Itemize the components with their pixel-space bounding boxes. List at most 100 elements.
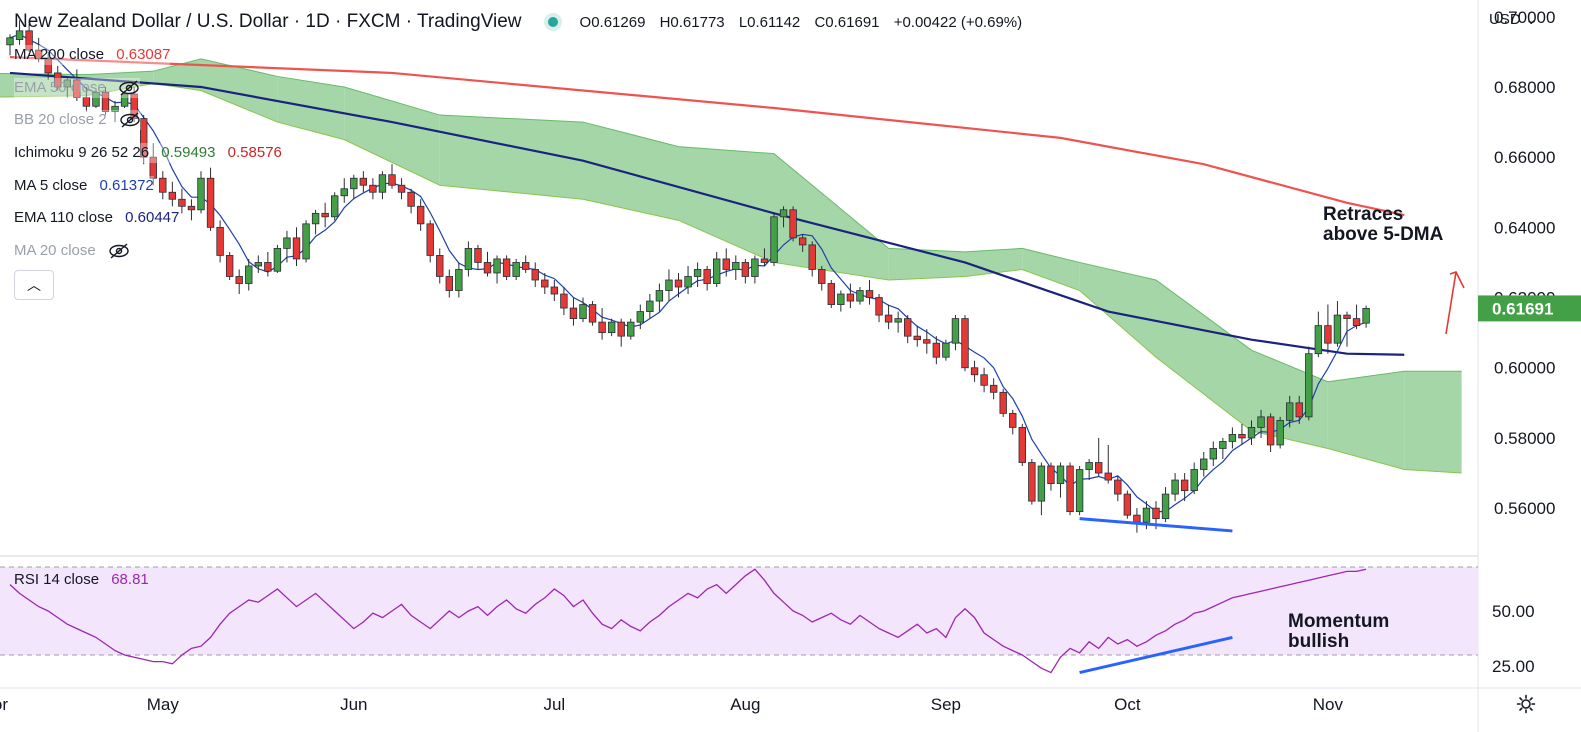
candle-body bbox=[1247, 427, 1256, 439]
candle-body bbox=[1200, 458, 1208, 470]
candle-body bbox=[674, 279, 683, 288]
indicator-legend-ma5[interactable]: MA 5 close 0.61372 bbox=[14, 176, 154, 196]
candle bbox=[646, 294, 654, 319]
candle-body bbox=[1209, 448, 1217, 460]
time-tick-label: May bbox=[147, 695, 180, 714]
indicator-value: 0.59493 bbox=[161, 144, 216, 161]
candle-body bbox=[989, 384, 998, 393]
annotation-line: Retraces bbox=[1323, 204, 1404, 225]
candle-body bbox=[875, 297, 883, 316]
candle bbox=[579, 297, 587, 323]
indicator-legend-ichimoku[interactable]: Ichimoku 9 26 52 26 0.59493 0.58576 bbox=[14, 143, 282, 163]
rsi-value: 68.81 bbox=[111, 571, 149, 588]
indicator-name: MA 200 close bbox=[14, 46, 105, 63]
gear-icon[interactable] bbox=[1516, 694, 1536, 714]
candle-body bbox=[1180, 479, 1189, 491]
candle-body bbox=[512, 262, 520, 277]
candle bbox=[350, 174, 358, 200]
candle-body bbox=[1324, 325, 1332, 344]
currency-selector[interactable]: USD ⌄ bbox=[1489, 10, 1537, 28]
indicator-legend-ma20[interactable]: MA 20 close bbox=[14, 241, 130, 261]
candle bbox=[149, 143, 157, 186]
indicator-legend-ma200[interactable]: MA 200 close 0.63087 bbox=[14, 45, 171, 65]
candle bbox=[1085, 458, 1093, 481]
candle bbox=[63, 76, 71, 98]
candle-body bbox=[1352, 318, 1361, 327]
candle-body bbox=[999, 391, 1007, 414]
candle-body bbox=[416, 205, 425, 225]
candle-body bbox=[264, 262, 272, 272]
candle bbox=[1066, 462, 1074, 516]
candle bbox=[961, 315, 969, 372]
candle-body bbox=[751, 258, 759, 277]
candle bbox=[674, 272, 683, 298]
candle bbox=[904, 315, 912, 344]
candle-body bbox=[120, 93, 129, 107]
candle bbox=[1295, 395, 1303, 424]
rsi-trendline bbox=[1079, 635, 1233, 675]
eye-hidden-icon[interactable] bbox=[108, 243, 130, 259]
eye-hidden-icon[interactable] bbox=[119, 112, 141, 128]
candle bbox=[502, 255, 511, 280]
candle-body bbox=[1056, 465, 1065, 484]
candle-body bbox=[139, 118, 148, 158]
candle-body bbox=[330, 195, 339, 218]
candle-body bbox=[63, 79, 71, 88]
candle-body bbox=[541, 279, 549, 288]
rsi-legend[interactable]: RSI 14 close 68.81 bbox=[14, 571, 149, 588]
candle-body bbox=[1266, 416, 1275, 446]
candle-body bbox=[846, 293, 855, 302]
indicator-legend-ema50[interactable]: EMA 50 close bbox=[14, 78, 140, 98]
candle-body bbox=[502, 258, 511, 277]
ichimoku-cloud-segment bbox=[1079, 262, 1156, 358]
candle-body bbox=[913, 335, 921, 341]
time-tick-label: Jul bbox=[543, 695, 565, 714]
candle bbox=[1324, 304, 1332, 354]
candle bbox=[1161, 487, 1170, 523]
candle-body bbox=[6, 37, 14, 46]
candle bbox=[980, 367, 988, 393]
candle bbox=[464, 241, 473, 277]
ohlc-readout: O0.61269 H0.61773 L0.61142 C0.61691 +0.0… bbox=[580, 14, 1033, 31]
candle-body bbox=[187, 205, 196, 211]
candle-body bbox=[483, 262, 492, 274]
candle bbox=[1037, 462, 1046, 516]
candle bbox=[798, 234, 807, 252]
candle-body bbox=[703, 269, 711, 284]
indicator-name: EMA 110 close bbox=[14, 209, 113, 226]
main-pane[interactable] bbox=[0, 20, 1462, 533]
candle-body bbox=[159, 177, 167, 193]
candle bbox=[617, 318, 625, 347]
candle-body bbox=[684, 276, 692, 288]
collapse-legend-button[interactable]: ︿ bbox=[14, 270, 54, 300]
candle-body bbox=[961, 318, 969, 369]
candle-body bbox=[894, 318, 902, 323]
candle bbox=[92, 90, 100, 109]
candle bbox=[531, 262, 539, 288]
rsi-band bbox=[0, 567, 1478, 655]
candle-body bbox=[856, 290, 864, 302]
candle-body bbox=[245, 265, 253, 284]
high-value: H0.61773 bbox=[659, 13, 725, 31]
candle bbox=[770, 213, 778, 266]
eye-hidden-icon[interactable] bbox=[118, 80, 140, 96]
symbol-title[interactable]: New Zealand Dollar / U.S. Dollar · 1D · … bbox=[14, 11, 522, 32]
candle-body bbox=[436, 255, 444, 277]
candle bbox=[6, 34, 14, 56]
candle bbox=[388, 164, 396, 189]
candle bbox=[1209, 441, 1217, 467]
ichimoku-cloud-segment bbox=[1022, 248, 1080, 291]
candle-body bbox=[54, 72, 62, 88]
candle bbox=[206, 167, 215, 231]
candle bbox=[808, 241, 816, 277]
ichimoku-cloud-segment bbox=[965, 248, 1023, 277]
indicator-name: BB 20 close 2 bbox=[14, 111, 107, 128]
candle bbox=[25, 23, 33, 52]
candle bbox=[894, 311, 902, 333]
candle-body bbox=[560, 293, 568, 309]
candle bbox=[178, 188, 186, 214]
indicator-legend-ema110[interactable]: EMA 110 close 0.60447 bbox=[14, 208, 180, 228]
candle-body bbox=[579, 304, 587, 320]
indicator-legend-bb20[interactable]: BB 20 close 2 bbox=[14, 110, 141, 130]
